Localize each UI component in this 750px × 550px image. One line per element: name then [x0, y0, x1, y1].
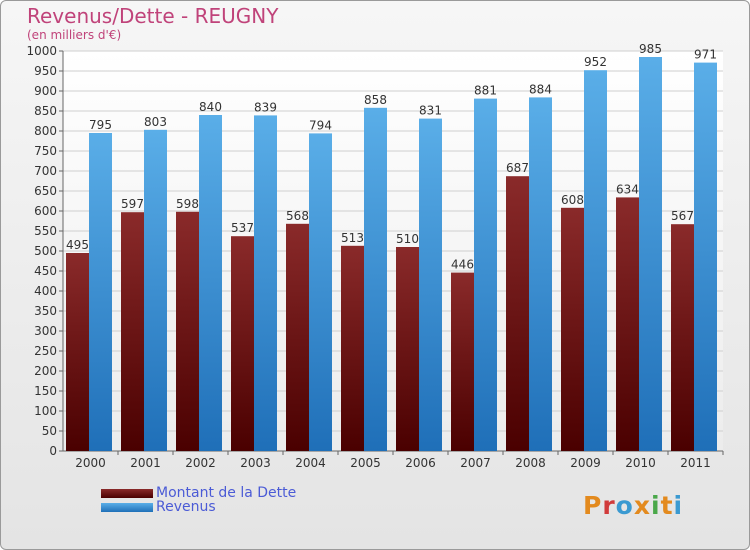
- data-label-debt: 513: [341, 231, 364, 245]
- x-tick-label: 2006: [405, 456, 436, 470]
- bar-debt: [231, 236, 254, 451]
- y-tick-label: 300: [34, 324, 57, 338]
- data-label-debt: 568: [286, 209, 309, 223]
- data-label-revenus: 803: [144, 115, 167, 129]
- bar-revenus: [639, 57, 662, 451]
- y-tick-label: 450: [34, 264, 57, 278]
- bar-debt: [561, 207, 584, 451]
- data-label-debt: 567: [671, 209, 694, 223]
- legend-label-revenus: Revenus: [156, 499, 216, 515]
- bar-debt: [616, 197, 639, 451]
- bar-revenus: [694, 62, 717, 451]
- bar-debt: [396, 247, 419, 451]
- y-tick-label: 100: [34, 404, 57, 418]
- y-tick-label: 700: [34, 164, 57, 178]
- bar-revenus: [419, 118, 442, 451]
- y-tick-label: 600: [34, 204, 57, 218]
- bar-revenus: [309, 133, 332, 451]
- bar-debt: [341, 245, 364, 451]
- bar-debt: [286, 223, 309, 451]
- legend-swatch-revenus: [101, 503, 153, 512]
- data-label-debt: 608: [561, 193, 584, 207]
- data-label-revenus: 794: [309, 118, 332, 132]
- x-tick-label: 2003: [240, 456, 271, 470]
- y-tick-label: 0: [49, 444, 57, 458]
- bar-debt: [671, 224, 694, 451]
- x-tick-label: 2009: [570, 456, 601, 470]
- data-label-debt: 510: [396, 232, 419, 246]
- data-label-revenus: 881: [474, 84, 497, 98]
- legend-swatch-debt: [101, 489, 153, 498]
- bar-revenus: [89, 133, 112, 451]
- x-tick-label: 2007: [460, 456, 491, 470]
- bar-revenus: [364, 107, 387, 452]
- y-tick-label: 800: [34, 124, 57, 138]
- bar-revenus: [144, 129, 167, 452]
- y-tick-label: 650: [34, 184, 57, 198]
- data-label-debt: 537: [231, 221, 254, 235]
- x-tick-label: 2005: [350, 456, 381, 470]
- data-label-revenus: 952: [584, 55, 607, 69]
- proxiti-logo: Proxiti: [583, 491, 684, 520]
- x-tick-label: 2008: [515, 456, 546, 470]
- data-label-revenus: 831: [419, 104, 442, 118]
- y-tick-label: 350: [34, 304, 57, 318]
- bar-revenus: [584, 70, 607, 451]
- data-label-revenus: 795: [89, 118, 112, 132]
- x-tick-label: 2011: [680, 456, 711, 470]
- data-label-debt: 495: [66, 238, 89, 252]
- data-label-revenus: 985: [639, 42, 662, 56]
- bar-debt: [121, 212, 144, 451]
- bar-revenus: [254, 115, 277, 452]
- y-tick-label: 850: [34, 104, 57, 118]
- y-tick-label: 500: [34, 244, 57, 258]
- y-tick-label: 950: [34, 64, 57, 78]
- data-label-revenus: 971: [694, 48, 717, 62]
- data-label-revenus: 884: [529, 82, 552, 96]
- bar-debt: [66, 253, 89, 451]
- bar-debt: [176, 211, 199, 451]
- y-tick-label: 200: [34, 364, 57, 378]
- x-tick-label: 2001: [130, 456, 161, 470]
- bar-revenus: [529, 97, 552, 452]
- y-tick-label: 400: [34, 284, 57, 298]
- bar-debt: [451, 272, 474, 451]
- data-label-revenus: 858: [364, 93, 387, 107]
- x-tick-label: 2004: [295, 456, 326, 470]
- y-tick-label: 550: [34, 224, 57, 238]
- legend-label-debt: Montant de la Dette: [156, 485, 297, 501]
- data-label-debt: 598: [176, 197, 199, 211]
- y-tick-label: 1000: [26, 44, 57, 58]
- chart-title: Revenus/Dette - REUGNY: [27, 4, 279, 28]
- x-tick-label: 2000: [75, 456, 106, 470]
- chart-subtitle: (en milliers d'€): [27, 28, 122, 42]
- y-tick-label: 250: [34, 344, 57, 358]
- data-label-revenus: 839: [254, 100, 277, 114]
- bar-revenus: [474, 98, 497, 451]
- x-tick-label: 2002: [185, 456, 216, 470]
- bar-debt: [506, 176, 529, 451]
- data-label-debt: 597: [121, 197, 144, 211]
- y-tick-label: 50: [42, 424, 57, 438]
- data-label-debt: 687: [506, 161, 529, 175]
- bar-revenus: [199, 115, 222, 451]
- data-label-revenus: 840: [199, 100, 222, 114]
- y-tick-label: 900: [34, 84, 57, 98]
- data-label-debt: 634: [616, 182, 639, 196]
- x-tick-label: 2010: [625, 456, 656, 470]
- data-label-debt: 446: [451, 258, 474, 272]
- y-tick-label: 150: [34, 384, 57, 398]
- y-tick-label: 750: [34, 144, 57, 158]
